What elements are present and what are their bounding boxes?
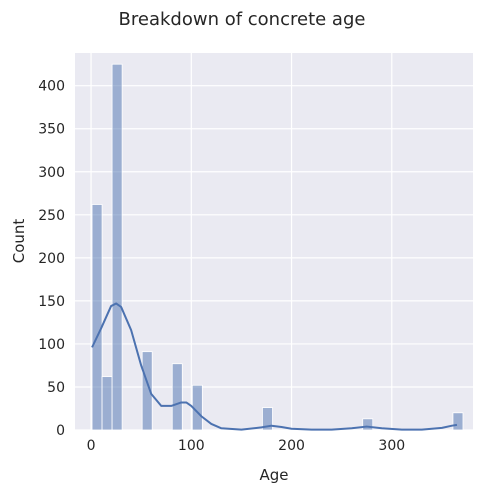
histogram-bar xyxy=(452,412,464,431)
histogram-bar xyxy=(141,351,153,431)
x-tick-label: 300 xyxy=(378,438,405,454)
y-tick-label: 350 xyxy=(38,122,65,138)
histogram-bar xyxy=(171,363,183,431)
histogram-bar xyxy=(362,418,374,431)
histogram-bar xyxy=(262,407,273,431)
y-tick-label: 300 xyxy=(38,165,65,181)
y-tick-label: 400 xyxy=(38,79,65,95)
y-tick-label: 250 xyxy=(38,208,65,224)
x-tick-label: 200 xyxy=(278,438,305,454)
kde-curve xyxy=(91,302,458,431)
histogram-bar xyxy=(111,63,123,431)
y-axis-label: Count xyxy=(10,219,28,264)
y-tick-labels: 0 50 100 150 200 250 300 350 400 xyxy=(38,79,65,439)
grid-lines xyxy=(75,53,473,431)
y-tick-label: 150 xyxy=(38,294,65,310)
y-tick-label: 50 xyxy=(47,380,65,396)
chart-title: Breakdown of concrete age xyxy=(119,9,366,30)
plot-area xyxy=(75,53,473,430)
y-tick-label: 0 xyxy=(56,423,65,439)
histogram-bars xyxy=(91,63,464,431)
y-tick-label: 200 xyxy=(38,251,65,267)
histogram-bar xyxy=(101,376,113,431)
x-tick-label: 100 xyxy=(178,438,205,454)
x-tick-labels: 0 100 200 300 xyxy=(87,438,406,454)
y-tick-label: 100 xyxy=(38,337,65,353)
histogram-bar xyxy=(91,204,103,431)
x-axis-label: Age xyxy=(259,466,288,484)
x-tick-label: 0 xyxy=(87,438,96,454)
